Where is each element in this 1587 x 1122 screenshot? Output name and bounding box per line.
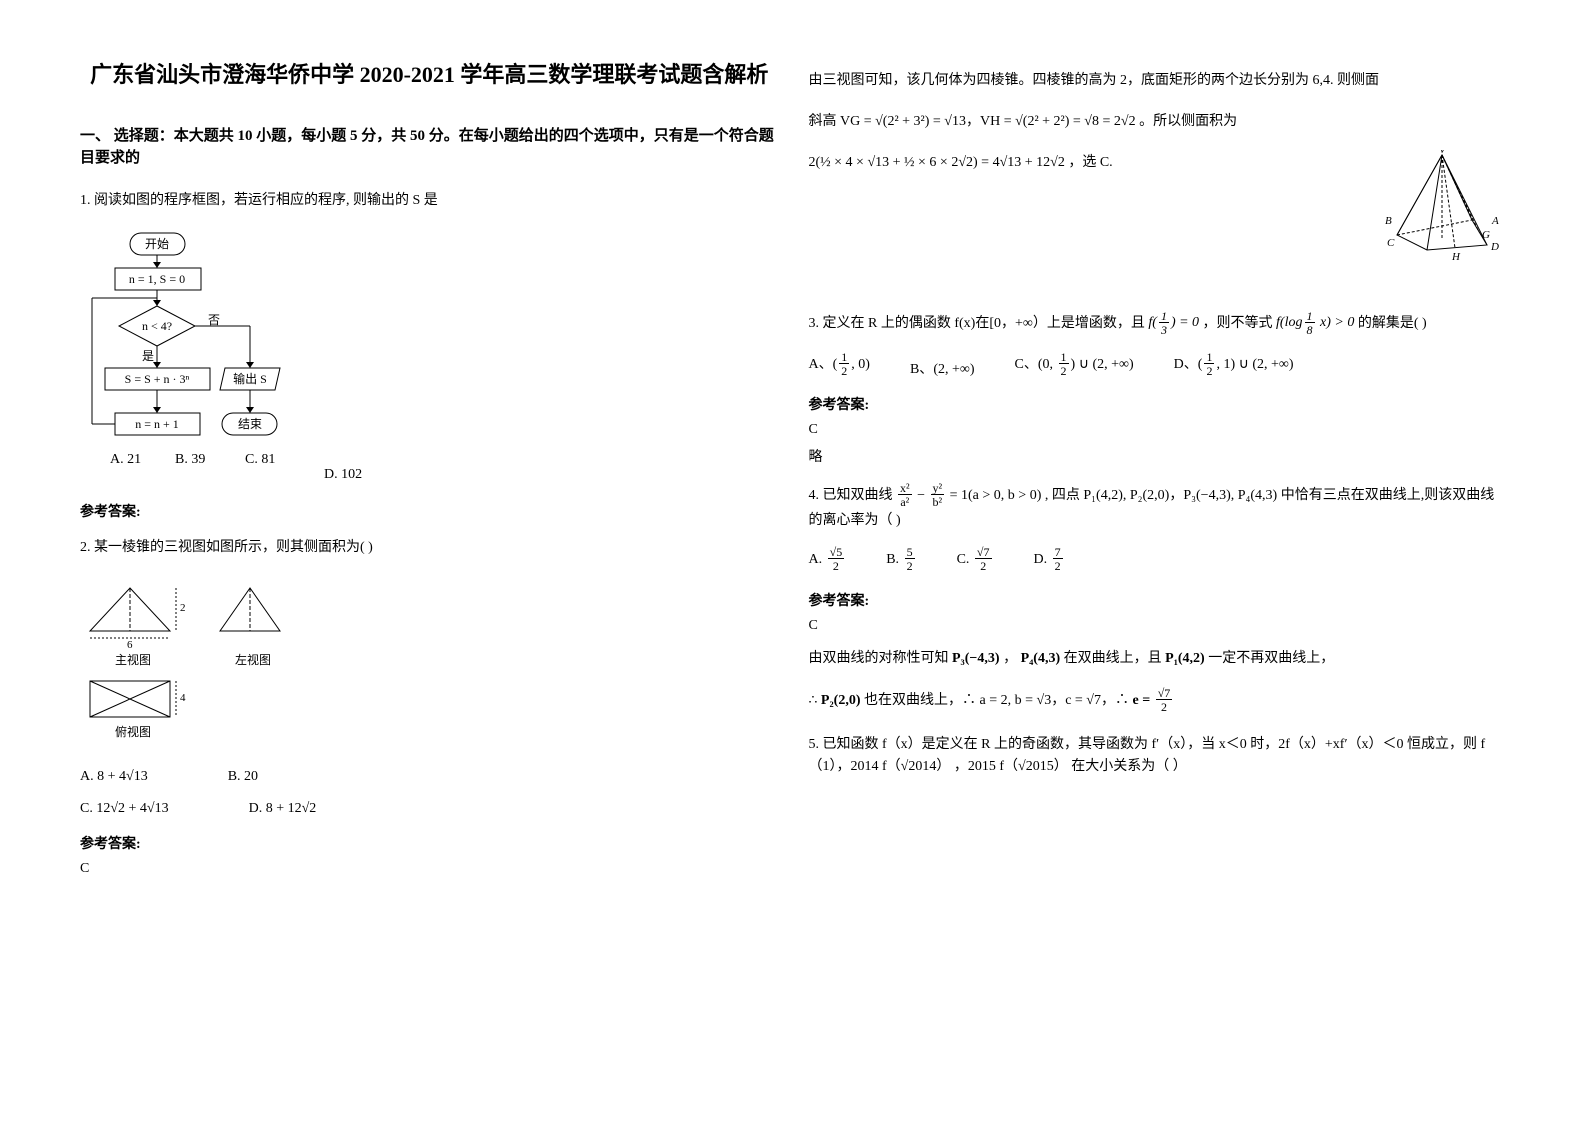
q4-frac-y: y²b²	[931, 482, 945, 509]
q1-stem-text: 1. 阅读如图的程序框图，若运行相应的程序, 则输出的 S 是	[80, 193, 438, 208]
q3-cond2: f(log18 x) > 0	[1276, 315, 1354, 330]
svg-text:2: 2	[180, 602, 186, 614]
q5-sqrt2: f（√2015）	[999, 759, 1067, 774]
q3-stem-a: 3. 定义在 R 上的偶函数 f(x)在[0，+∞）上是增函数，且	[809, 315, 1149, 330]
q2-stem: 2. 某一棱锥的三视图如图所示，则其侧面积为( )	[80, 537, 779, 559]
q3-answer: C	[809, 422, 1508, 438]
svg-text:C. 81: C. 81	[245, 452, 275, 467]
svg-text:否: 否	[208, 313, 220, 327]
q3-stem: 3. 定义在 R 上的偶函数 f(x)在[0，+∞）上是增函数，且 f(13) …	[809, 310, 1508, 337]
q4-stem: 4. 已知双曲线 x²a² − y²b² = 1(a > 0, b > 0) ,…	[809, 482, 1508, 532]
svg-text:A. 21: A. 21	[110, 452, 141, 467]
svg-text:是: 是	[142, 349, 154, 363]
svg-text:左视图: 左视图	[235, 652, 271, 667]
q5-stem-c: 在大小关系为（ ）	[1071, 759, 1187, 774]
q3-opt-d: D、(12, 1) ∪ (2, +∞)	[1174, 351, 1294, 378]
q2-opt-d: D. 8 + 12√2	[249, 801, 317, 817]
q3-opt-b: B、(2, +∞)	[910, 358, 975, 378]
q2-explain-end: ，选 C.	[1068, 155, 1112, 170]
pyramid-diagram: V A B C D G H	[1377, 150, 1507, 269]
q4-stem-b: = 1(a > 0, b > 0)	[950, 488, 1042, 503]
svg-text:C: C	[1387, 237, 1395, 249]
q2-opt-a: A. 8 + 4√13	[80, 769, 148, 785]
q3-options: A、(12, 0) B、(2, +∞) C、(0, 12) ∪ (2, +∞) …	[809, 351, 1508, 378]
svg-text:D: D	[1490, 241, 1499, 253]
svg-text:G: G	[1482, 229, 1490, 241]
section-1-heading: 一、 选择题：本大题共 10 小题，每小题 5 分，共 50 分。在每小题给出的…	[80, 125, 779, 170]
svg-text:6: 6	[127, 639, 133, 651]
svg-text:n = n + 1: n = n + 1	[135, 417, 179, 431]
q1-flowchart: 开始 n = 1, S = 0 n < 4? 否 是 S = S + n · 3…	[80, 228, 779, 483]
q4-stem-a: 4. 已知双曲线	[809, 488, 897, 503]
q2-opt-b: B. 20	[228, 769, 258, 785]
svg-text:A: A	[1491, 215, 1499, 227]
q2-answer-label: 参考答案:	[80, 833, 779, 853]
svg-text:n = 1, S = 0: n = 1, S = 0	[129, 272, 185, 286]
q1-answer-label: 参考答案:	[80, 501, 779, 521]
svg-text:俯视图: 俯视图	[115, 724, 151, 739]
left-column: 广东省汕头市澄海华侨中学 2020-2021 学年高三数学理联考试题含解析 一、…	[80, 60, 779, 1062]
q5-stem-b: ，2015	[954, 759, 1000, 774]
q4-frac-x: x²a²	[898, 482, 912, 509]
q4-options: A. √52 B. 52 C. √72 D. 72	[809, 546, 1508, 573]
q2-options-row1: A. 8 + 4√13 B. 20	[80, 769, 779, 785]
q3-stem-c: 的解集是( )	[1358, 315, 1427, 330]
q1-opt-d: D. 102	[324, 467, 362, 482]
q2-options-row2: C. 12√2 + 4√13 D. 8 + 12√2	[80, 801, 779, 817]
q3-cond1: f(13) = 0	[1148, 315, 1199, 330]
svg-text:结束: 结束	[238, 417, 262, 431]
q2-answer: C	[80, 861, 779, 877]
q3-answer-label: 参考答案:	[809, 394, 1508, 414]
q5-stem: 5. 已知函数 f（x）是定义在 R 上的奇函数，其导函数为 f′（x），当 x…	[809, 734, 1508, 779]
q2-explain-2: 斜高 VG = √(2² + 3²) = √13，VH = √(2² + 2²)…	[809, 109, 1508, 134]
three-views-svg: 6 2 主视图 左视图 4 俯视图	[80, 576, 340, 746]
q4-opt-d: D. 72	[1034, 546, 1065, 573]
svg-text:4: 4	[180, 692, 186, 704]
q3-opt-c: C、(0, 12) ∪ (2, +∞)	[1015, 351, 1134, 378]
q2-three-views: 6 2 主视图 左视图 4 俯视图	[80, 576, 779, 751]
q3-opt-a: A、(12, 0)	[809, 351, 870, 378]
q4-answer: C	[809, 618, 1508, 634]
svg-text:B: B	[1385, 215, 1392, 227]
q4-points: P₁(4,2), P₂(2,0)，P₃(−4,3), P₄(4,3)	[1083, 488, 1277, 503]
q2-explain-3: V A B C D G H 2(½ × 4 × √13 + ½ × 6 × 2√…	[809, 150, 1508, 269]
svg-text:n < 4?: n < 4?	[142, 319, 172, 333]
svg-text:H: H	[1451, 251, 1461, 260]
q4-answer-label: 参考答案:	[809, 590, 1508, 610]
doc-title: 广东省汕头市澄海华侨中学 2020-2021 学年高三数学理联考试题含解析	[80, 60, 779, 91]
svg-text:输出 S: 输出 S	[233, 371, 267, 386]
q1-stem: 1. 阅读如图的程序框图，若运行相应的程序, 则输出的 S 是	[80, 190, 779, 212]
svg-text:开始: 开始	[145, 237, 169, 251]
svg-text:B. 39: B. 39	[175, 452, 205, 467]
q4-stem-c: , 四点	[1045, 488, 1084, 503]
svg-text:S = S + n · 3ⁿ: S = S + n · 3ⁿ	[125, 372, 190, 386]
q2-area-calc: 2(½ × 4 × √13 + ½ × 6 × 2√2) = 4√13 + 12…	[809, 155, 1065, 170]
q5-sqrt1: f（√2014）	[882, 759, 950, 774]
svg-text:主视图: 主视图	[115, 652, 151, 667]
q2-opt-c: C. 12√2 + 4√13	[80, 801, 169, 817]
q3-stem-b: ，则不等式	[1203, 315, 1277, 330]
q3-brief: 略	[809, 446, 1508, 466]
q2-explain-1: 由三视图可知，该几何体为四棱锥。四棱锥的高为 2，底面矩形的两个边长分别为 6,…	[809, 68, 1508, 93]
right-column: 由三视图可知，该几何体为四棱锥。四棱锥的高为 2，底面矩形的两个边长分别为 6,…	[809, 60, 1508, 1062]
q4-opt-c: C. √72	[957, 546, 994, 573]
q4-explain-1: 由双曲线的对称性可知 P₃(−4,3) ， P₄(4,3) 在双曲线上，且 P₁…	[809, 646, 1508, 671]
q4-explain-2: ∴ P₂(2,0) 也在双曲线上，∴ a = 2, b = √3，c = √7，…	[809, 687, 1508, 714]
flowchart-svg: 开始 n = 1, S = 0 n < 4? 否 是 S = S + n · 3…	[80, 228, 310, 478]
q4-opt-a: A. √52	[809, 546, 847, 573]
q4-opt-b: B. 52	[886, 546, 916, 573]
svg-text:V: V	[1439, 150, 1447, 156]
